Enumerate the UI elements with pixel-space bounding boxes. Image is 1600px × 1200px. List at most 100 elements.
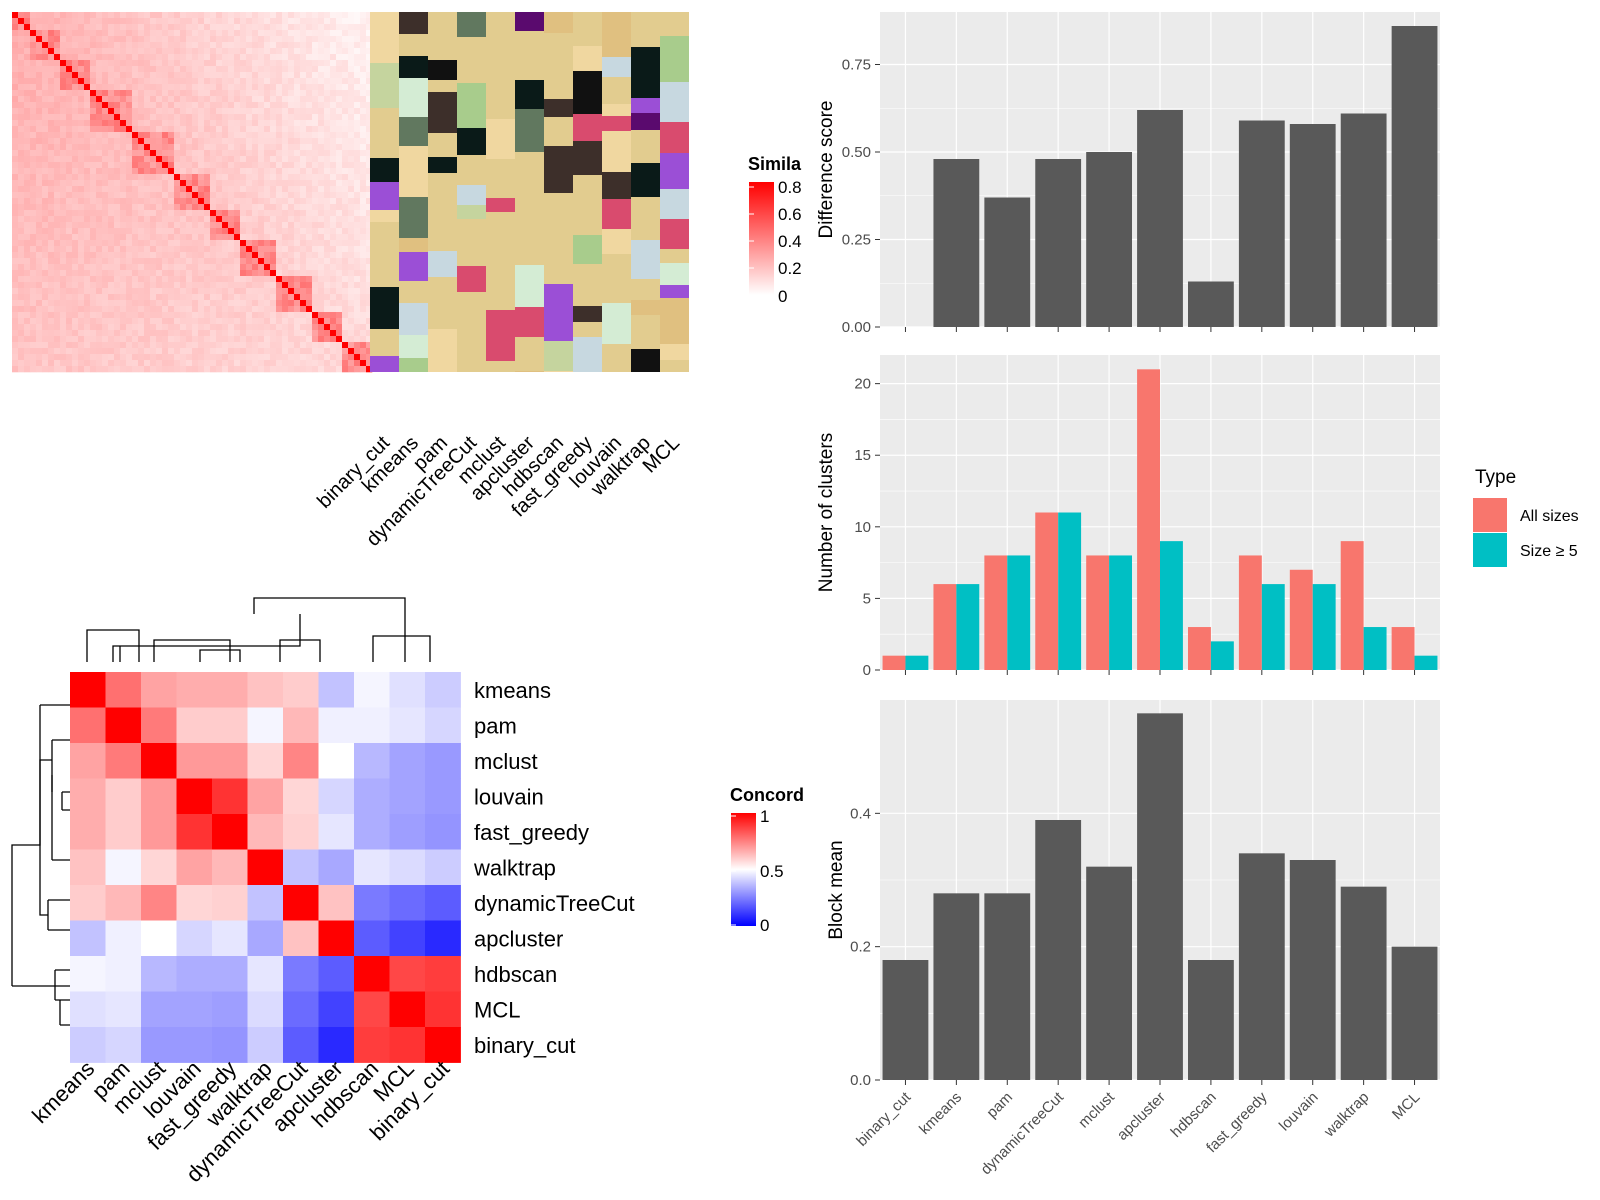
similarity-annotation-columns <box>370 12 689 372</box>
similarity-cell <box>186 210 193 217</box>
similarity-cell <box>288 90 295 97</box>
similarity-cell <box>126 258 133 265</box>
similarity-cell <box>96 132 103 139</box>
similarity-cell <box>342 324 349 331</box>
similarity-cell <box>210 210 217 217</box>
similarity-cell <box>174 204 181 211</box>
similarity-cell <box>48 288 55 295</box>
similarity-cell <box>234 300 241 307</box>
similarity-cell <box>108 330 115 337</box>
similarity-cell <box>150 318 157 325</box>
similarity-cell <box>108 258 115 265</box>
similarity-cell <box>228 90 235 97</box>
similarity-cell <box>96 330 103 337</box>
annotation-block <box>573 46 602 71</box>
similarity-cell <box>234 252 241 259</box>
similarity-cell <box>150 330 157 337</box>
similarity-cell <box>288 270 295 277</box>
concordance-cell <box>212 672 248 708</box>
similarity-cell <box>162 66 169 73</box>
similarity-cell <box>120 354 127 361</box>
similarity-cell <box>216 258 223 265</box>
similarity-cell <box>18 318 25 325</box>
similarity-cell <box>360 366 367 373</box>
similarity-cell <box>210 108 217 115</box>
similarity-cell <box>132 102 139 109</box>
similarity-cell <box>216 102 223 109</box>
similarity-cell <box>354 36 361 43</box>
similarity-cell <box>210 66 217 73</box>
similarity-cell <box>366 168 373 175</box>
similarity-cell <box>108 198 115 205</box>
similarity-cell <box>258 258 265 265</box>
similarity-cell <box>48 252 55 259</box>
similarity-cell <box>72 360 79 367</box>
similarity-cell <box>30 252 37 259</box>
similarity-cell <box>318 258 325 265</box>
similarity-cell <box>342 264 349 271</box>
similarity-cell <box>96 174 103 181</box>
similarity-cell <box>30 66 37 73</box>
similarity-cell <box>12 36 19 43</box>
similarity-cell <box>330 210 337 217</box>
concordance-cell <box>70 743 106 779</box>
similarity-cell <box>60 60 67 67</box>
similarity-cell <box>234 114 241 121</box>
similarity-cell <box>324 114 331 121</box>
concordance-cell <box>176 814 213 850</box>
similarity-cell <box>138 318 145 325</box>
similarity-cell <box>180 102 187 109</box>
similarity-cell <box>216 138 223 145</box>
similarity-cell <box>66 84 73 91</box>
similarity-cell <box>312 306 319 313</box>
similarity-cell <box>12 258 19 265</box>
similarity-cell <box>174 270 181 277</box>
similarity-cell <box>54 198 61 205</box>
similarity-cell <box>150 342 157 349</box>
similarity-cell <box>324 126 331 133</box>
similarity-cell <box>90 198 97 205</box>
similarity-cell <box>294 294 301 301</box>
similarity-cell <box>12 324 19 331</box>
similarity-cell <box>174 324 181 331</box>
concordance-cell <box>283 920 319 957</box>
similarity-cell <box>348 90 355 97</box>
similarity-cell <box>306 204 313 211</box>
similarity-cell <box>348 288 355 295</box>
similarity-cell <box>366 12 373 19</box>
similarity-cell <box>60 30 67 37</box>
similarity-cell <box>132 12 139 19</box>
similarity-cell <box>114 216 121 223</box>
similarity-cell <box>186 36 193 43</box>
similarity-cell <box>240 306 247 313</box>
similarity-cell <box>60 318 67 325</box>
similarity-cell <box>258 342 265 349</box>
similarity-cell <box>276 222 283 229</box>
similarity-cell <box>18 114 25 121</box>
similarity-cell <box>96 162 103 169</box>
similarity-cell <box>24 270 31 277</box>
similarity-cell <box>306 294 313 301</box>
similarity-cell <box>324 84 331 91</box>
similarity-cell <box>24 258 31 265</box>
similarity-cell <box>24 150 31 157</box>
similarity-cell <box>120 84 127 91</box>
similarity-cell <box>354 366 361 373</box>
similarity-cell <box>114 120 121 127</box>
similarity-cell <box>60 276 67 283</box>
similarity-cell <box>246 120 253 127</box>
similarity-cell <box>138 276 145 283</box>
similarity-cell <box>186 78 193 85</box>
similarity-cell <box>336 60 343 67</box>
similarity-cell <box>288 186 295 193</box>
similarity-cell <box>366 312 373 319</box>
similarity-cell <box>48 174 55 181</box>
similarity-cell <box>114 168 121 175</box>
similarity-cell <box>204 174 211 181</box>
similarity-cell <box>102 288 109 295</box>
similarity-cell <box>180 162 187 169</box>
similarity-cell <box>108 234 115 241</box>
similarity-cell <box>48 186 55 193</box>
annotation-block <box>573 114 602 141</box>
similarity-cell <box>132 66 139 73</box>
